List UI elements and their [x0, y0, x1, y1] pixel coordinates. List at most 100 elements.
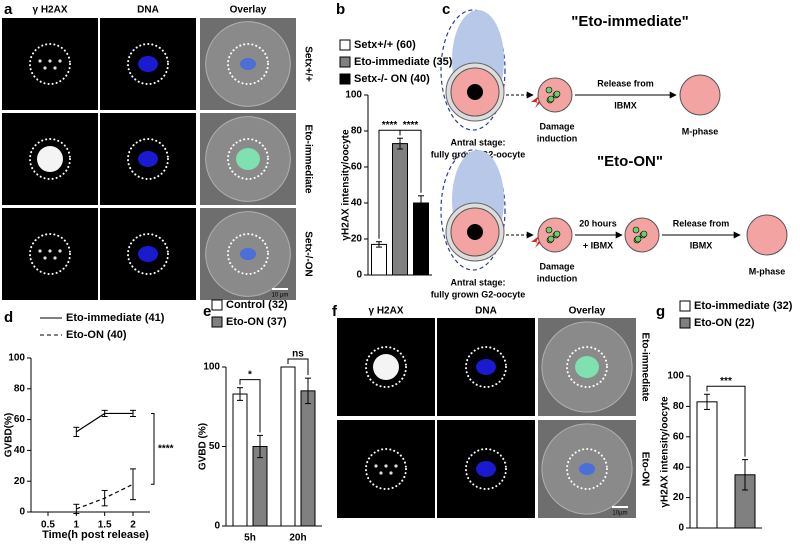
legend-label: Setx-/- ON (40): [354, 73, 430, 85]
dotted-outline: [227, 43, 269, 85]
theca: [440, 9, 506, 131]
step-label: IBMX: [614, 100, 637, 110]
damage-label: Damage: [539, 121, 574, 131]
dotted-outline: [566, 448, 608, 490]
panel-letter: a: [4, 1, 13, 18]
signal: [58, 59, 62, 63]
overlay-signal: [240, 248, 256, 260]
y-tick-label: 0: [356, 270, 362, 281]
damage-bolt: [531, 96, 545, 108]
nucleus: [467, 84, 483, 100]
significance-label: *: [248, 369, 252, 380]
legend-swatch: [339, 39, 351, 51]
column-header: γ H2AX: [32, 5, 67, 16]
significance-label: ns: [292, 349, 304, 360]
legend-swatch: [679, 300, 691, 312]
signal: [58, 249, 62, 253]
y-tick-label: 40: [673, 462, 685, 473]
bar: [252, 446, 268, 527]
y-tick-label: 100: [345, 90, 362, 101]
legend-swatch: [339, 56, 351, 68]
damage-label: Damage: [539, 261, 574, 271]
dotted-outline: [365, 448, 407, 490]
row-label: Setx-/-ON: [302, 231, 313, 277]
y-tick-label: 0: [214, 521, 220, 532]
stage-label: M-phase: [749, 266, 786, 276]
panel-letter: c: [442, 1, 450, 18]
column-header: γ H2AX: [368, 306, 403, 317]
step-label: 20 hours: [579, 218, 617, 228]
bar: [232, 393, 248, 527]
signal: [48, 59, 52, 63]
legend-label: Eto-ON (22): [694, 317, 755, 329]
signal: [384, 464, 388, 468]
x-tick-label: 20h: [289, 533, 306, 544]
theca: [440, 149, 506, 271]
y-tick-label: 100: [203, 362, 220, 373]
legend-label: Eto-immediate (32): [694, 300, 793, 312]
legend-swatch: [211, 299, 223, 311]
signal: [389, 471, 393, 475]
bar: [371, 243, 387, 276]
row-label: Setx+/+: [302, 46, 313, 82]
cell: [746, 214, 788, 256]
legend-label: Eto-ON (40): [66, 329, 127, 341]
dotted-outline: [29, 138, 71, 180]
y-axis-label: GVBD(%): [4, 413, 15, 457]
damage-label: induction: [537, 133, 578, 143]
signal: [38, 249, 42, 253]
y-tick-label: 60: [14, 414, 26, 425]
y-tick-label: 0: [19, 507, 25, 518]
signal: [37, 146, 63, 172]
micrograph: [2, 208, 98, 300]
signal: [43, 256, 47, 260]
bar: [392, 143, 408, 276]
signal: [53, 256, 57, 260]
significance-bracket: [151, 412, 155, 485]
y-tick-label: 20: [14, 476, 26, 487]
dotted-outline: [127, 43, 169, 85]
dotted-outline: [566, 346, 608, 388]
damage-spot: [553, 90, 561, 98]
legend-label: Eto-immediate (41): [66, 312, 165, 324]
y-tick-label: 60: [351, 162, 363, 173]
panel-letter: e: [203, 303, 211, 320]
stage-label: Antral stage:: [450, 277, 505, 287]
dotted-outline: [365, 346, 407, 388]
panel-letter: b: [336, 1, 345, 18]
signal: [379, 471, 383, 475]
step-label: Release from: [673, 218, 730, 228]
damage-spot: [640, 230, 648, 238]
damage-spot: [547, 95, 555, 103]
bar: [413, 202, 429, 276]
overlay-signal: [575, 356, 599, 378]
x-tick-label: 5h: [244, 533, 256, 544]
dna: [476, 461, 496, 477]
significance-bracket: [239, 379, 261, 433]
significance-label: ****: [382, 120, 398, 131]
signal: [48, 249, 52, 253]
cell: [679, 74, 721, 116]
significance-label: ***: [720, 376, 732, 387]
damage-spot: [547, 235, 555, 243]
panel-letter: d: [4, 309, 13, 326]
bar: [696, 401, 718, 529]
dotted-outline: [227, 233, 269, 275]
legend-label: Control (32): [226, 299, 288, 311]
overlay-signal: [236, 148, 260, 170]
damage-bolt: [531, 236, 545, 248]
y-tick-label: 80: [351, 126, 363, 137]
damage-spot: [545, 226, 553, 234]
legend-swatch: [211, 316, 223, 328]
stage-label: Antral stage:: [450, 137, 505, 147]
row-label: Eto-immediate: [302, 125, 313, 194]
dotted-outline: [29, 43, 71, 85]
stage-label: fully grown G2-oocyte: [431, 289, 526, 299]
dotted-outline: [127, 138, 169, 180]
x-axis-label: Time(h post release): [42, 529, 149, 541]
signal: [394, 464, 398, 468]
significance-bracket: [706, 385, 746, 457]
scheme-title: "Eto-immediate": [571, 13, 689, 30]
y-tick-label: 100: [8, 353, 25, 364]
